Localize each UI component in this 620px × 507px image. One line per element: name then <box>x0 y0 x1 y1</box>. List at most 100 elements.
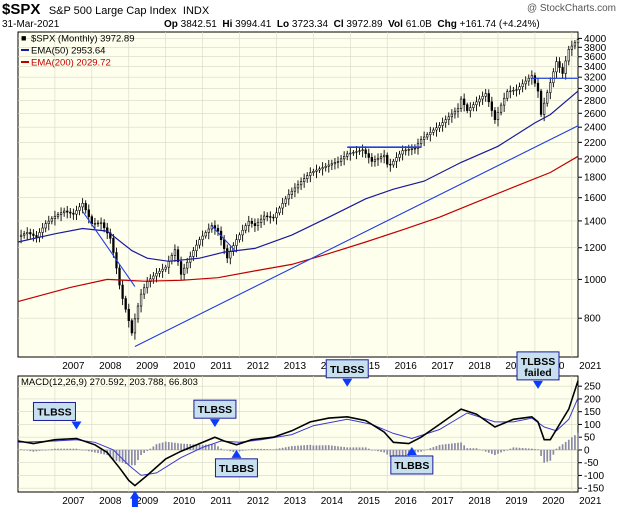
callout-text: TLBSS <box>198 404 232 416</box>
legend-price-marker: ■ <box>21 33 26 43</box>
macd-tick-label: 0 <box>584 445 590 456</box>
price-candle-body <box>499 104 503 113</box>
callout-arrow-down <box>342 378 353 387</box>
macd-histogram-bar <box>491 449 493 454</box>
macd-histogram-bar <box>331 445 333 450</box>
macd-x-tick-label: 2015 <box>358 496 381 507</box>
price-candle-body <box>466 104 469 111</box>
price-candle-body <box>23 233 26 236</box>
macd-histogram-bar <box>546 449 549 462</box>
price-candle-body <box>370 157 373 162</box>
price-tick-label: 2800 <box>584 96 607 107</box>
macd-histogram-bar <box>124 449 127 465</box>
macd-histogram-bar <box>174 442 176 450</box>
macd-histogram-bar <box>469 448 472 450</box>
price-tick-label: 2600 <box>584 109 607 120</box>
macd-histogram-bar <box>340 446 342 450</box>
macd-histogram-bar <box>103 449 105 455</box>
macd-histogram-bar <box>346 447 349 450</box>
price-candle-body <box>66 210 69 213</box>
price-candle-body <box>207 228 210 233</box>
price-candle-body <box>173 249 177 256</box>
price-candle-body <box>546 92 549 104</box>
price-candle-body <box>419 139 423 145</box>
macd-histogram-bar <box>100 449 102 454</box>
hi-label: Hi <box>222 19 233 30</box>
macd-histogram-bar <box>494 449 496 456</box>
macd-histogram-bar <box>84 449 87 451</box>
macd-histogram-bar <box>574 435 576 450</box>
macd-histogram-bar <box>66 448 69 450</box>
macd-histogram-bar <box>207 444 210 450</box>
macd-histogram-bar <box>161 442 164 450</box>
annotation-callout: TLBSS <box>325 359 369 387</box>
macd-histogram-bar <box>260 448 262 450</box>
macd-histogram-bar <box>232 449 235 452</box>
price-candle-body <box>567 49 570 62</box>
price-candle-body <box>127 308 130 321</box>
macd-histogram-bar <box>281 447 284 450</box>
price-candle-body <box>223 239 226 249</box>
price-candle-body <box>266 215 269 218</box>
macd-histogram-bar <box>466 448 469 450</box>
price-candle-body <box>256 222 260 226</box>
macd-histogram-bar <box>177 443 179 450</box>
macd-histogram-bar <box>571 437 573 450</box>
macd-histogram-bar <box>211 444 213 450</box>
price-candle-body <box>573 42 577 47</box>
macd-histogram-bar <box>404 449 407 457</box>
macd-histogram-bar <box>158 443 161 450</box>
macd-histogram-bar <box>383 449 385 453</box>
cl-value: 3972.89 <box>346 19 383 30</box>
macd-histogram-bar <box>186 443 189 450</box>
price-candle-body <box>35 235 38 238</box>
macd-histogram-bar <box>377 449 379 452</box>
price-candle-body <box>204 232 207 237</box>
callout-box <box>32 401 76 421</box>
price-candle-body <box>383 154 386 158</box>
price-candle-body <box>392 160 395 166</box>
callout-arrow-up <box>231 449 242 458</box>
macd-histogram-bar <box>94 449 96 453</box>
price-candle-body <box>469 107 472 111</box>
price-tick-label: 3200 <box>584 73 607 84</box>
macd-histogram-bar <box>454 443 456 450</box>
annotation-callout: TLBSS <box>193 399 237 428</box>
macd-x-tick-label: 2021 <box>579 496 602 507</box>
macd-histogram-bar <box>531 448 533 450</box>
legend-label: $SPX (Monthly) 3972.89 <box>31 34 135 45</box>
price-candle-body <box>136 305 140 320</box>
price-candle-body <box>435 127 438 131</box>
macd-histogram-bar <box>75 448 78 450</box>
macd-histogram-bar <box>481 449 484 451</box>
price-candle-body <box>343 156 346 160</box>
symbol: $SPX <box>2 1 41 18</box>
price-candle-body <box>475 101 478 106</box>
macd-histogram-bar <box>23 449 25 451</box>
macd-histogram-bar <box>343 447 345 450</box>
price-candle-body <box>493 110 497 120</box>
price-tick-label: 3800 <box>584 43 607 54</box>
price-candle-body <box>241 229 244 236</box>
price-candle-body <box>515 89 518 91</box>
price-candle-body <box>324 165 327 168</box>
macd-histogram-bar <box>472 448 475 450</box>
macd-histogram-bar <box>214 443 216 450</box>
macd-histogram-bar <box>137 449 139 461</box>
price-candle-body <box>284 198 287 204</box>
price-candle-body <box>552 71 555 84</box>
macd-histogram-bar <box>463 445 465 450</box>
callout-arrow-down <box>209 419 220 428</box>
hi-value: 3994.41 <box>235 19 272 30</box>
macd-tick-label: 200 <box>584 394 601 405</box>
callout-box <box>390 455 434 475</box>
price-candle-body <box>379 156 383 159</box>
macd-histogram-bar <box>349 447 352 450</box>
price-candle-body <box>139 293 143 307</box>
price-candle-body <box>447 116 450 120</box>
macd-histogram-bar <box>367 448 370 450</box>
price-candle-body <box>518 86 521 90</box>
price-candle-body <box>413 147 417 150</box>
